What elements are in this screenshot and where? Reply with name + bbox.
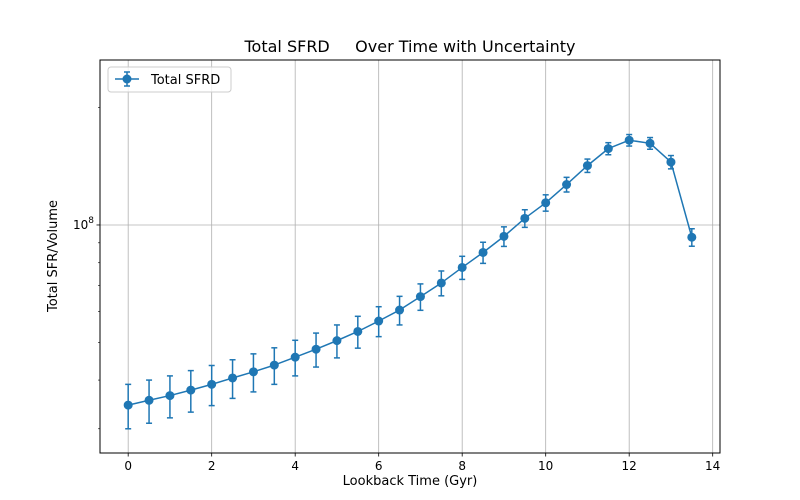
data-point: [603, 144, 613, 154]
data-point: [520, 213, 530, 223]
x-axis-label: Lookback Time (Gyr): [343, 474, 478, 489]
x-tick-label: 12: [622, 459, 637, 473]
data-point: [582, 161, 592, 171]
data-point: [666, 157, 676, 167]
data-point: [186, 385, 196, 395]
plot-frame: [99, 59, 721, 454]
grid-layer: [100, 60, 720, 453]
x-tick-label: 10: [538, 459, 553, 473]
axis-layer: 0 2 4 6 8 10 12 14 108: [73, 107, 720, 473]
data-point: [228, 373, 238, 383]
y-tick-label: 108: [73, 216, 94, 232]
x-tick-label: 6: [375, 459, 383, 473]
data-point: [395, 305, 405, 315]
x-tick-label: 2: [208, 459, 216, 473]
data-point: [436, 278, 446, 288]
chart-title: Total SFRD Over Time with Uncertainty: [244, 37, 576, 56]
data-point: [311, 344, 321, 354]
data-point: [248, 367, 258, 377]
legend: Total SFRD: [107, 66, 232, 93]
data-point: [624, 135, 634, 145]
data-point: [144, 395, 154, 405]
data-point: [687, 232, 697, 242]
data-point: [457, 262, 467, 272]
data-point: [353, 326, 363, 336]
data-point: [207, 379, 217, 389]
data-point: [562, 180, 572, 190]
data-point: [123, 400, 133, 410]
data-point: [332, 336, 342, 346]
x-tick-label: 0: [124, 459, 132, 473]
series-layer: [123, 133, 697, 430]
data-point: [165, 391, 175, 401]
x-tick-label: 4: [291, 459, 299, 473]
data-point: [478, 247, 488, 257]
x-tick-label: 8: [458, 459, 466, 473]
data-point: [541, 198, 551, 208]
data-point: [499, 231, 509, 241]
data-point: [269, 360, 279, 370]
legend-marker: [122, 74, 132, 84]
series-line: [128, 139, 693, 406]
data-point: [645, 138, 655, 148]
legend-box: [107, 66, 232, 93]
legend-label: Total SFRD: [150, 73, 220, 88]
data-point: [415, 292, 425, 302]
x-tick-label: 14: [705, 459, 720, 473]
y-axis-label: Total SFR/Volume: [46, 200, 61, 313]
data-point: [374, 316, 384, 326]
data-point: [290, 352, 300, 362]
